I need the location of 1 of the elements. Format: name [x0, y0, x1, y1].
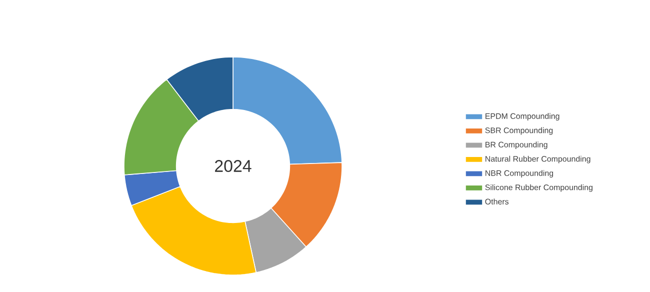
- text: 2024: [215, 160, 252, 172]
